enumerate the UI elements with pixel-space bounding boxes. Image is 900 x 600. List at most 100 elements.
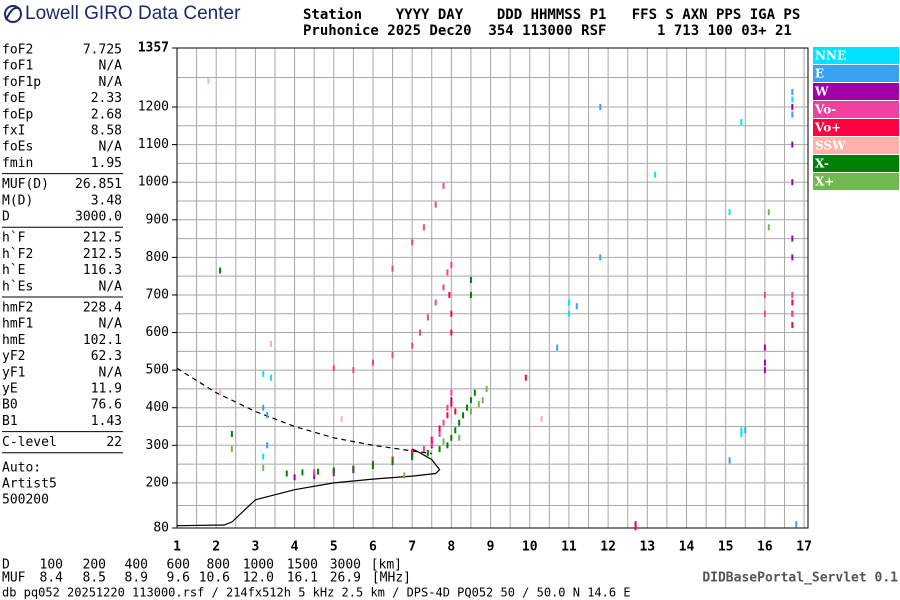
- legend-swatch: [813, 173, 899, 190]
- distance-value: 3000: [330, 558, 361, 573]
- param-name: C-level: [2, 435, 57, 450]
- x-tick-label: 15: [718, 540, 734, 555]
- echo-point: [340, 415, 343, 422]
- echo-point: [391, 459, 394, 466]
- x-tick-label: 12: [600, 540, 616, 555]
- x-tick-label: 2: [212, 540, 220, 555]
- echo-point: [454, 427, 457, 434]
- echo-point: [728, 457, 731, 464]
- param-value: 8.58: [91, 124, 122, 139]
- legend-label: E: [815, 67, 824, 81]
- echo-point: [728, 209, 731, 216]
- x-tick-label: 8: [447, 540, 455, 555]
- echo-point: [454, 408, 457, 415]
- echo-point: [301, 469, 304, 476]
- y-tick-label: 1100: [138, 137, 169, 152]
- x-tick-label: 13: [639, 540, 655, 555]
- echo-point: [403, 472, 406, 479]
- echo-point: [230, 431, 233, 438]
- echo-point: [477, 400, 480, 407]
- echo-point: [795, 521, 798, 528]
- echo-point: [469, 291, 472, 298]
- echo-point: [791, 111, 794, 118]
- legend-swatch: [813, 119, 899, 136]
- echo-point: [411, 239, 414, 246]
- param-value: 3.48: [91, 193, 122, 208]
- muf-value: 8.9: [125, 571, 148, 586]
- param-name: foEs: [2, 140, 33, 155]
- echo-point: [219, 389, 222, 396]
- echo-point: [442, 419, 445, 426]
- y-tick-label: 600: [146, 325, 169, 340]
- echo-point: [262, 453, 265, 460]
- echo-point: [426, 449, 429, 456]
- param-value: 1.95: [91, 156, 122, 171]
- echo-point: [791, 235, 794, 242]
- param-name: M(D): [2, 193, 33, 208]
- param-name: h`F: [2, 231, 26, 246]
- echo-point: [599, 254, 602, 261]
- x-tick-label: 11: [561, 540, 577, 555]
- param-value: 116.3: [83, 263, 122, 278]
- echo-point: [422, 224, 425, 231]
- echo-point: [391, 352, 394, 359]
- param-value: 212.5: [83, 247, 122, 262]
- echo-point: [469, 276, 472, 283]
- distance-value: 200: [83, 558, 106, 573]
- param-name: h`F2: [2, 247, 33, 262]
- echo-point: [434, 201, 437, 208]
- echo-point: [448, 291, 451, 298]
- y-tick-label: 1000: [138, 175, 169, 190]
- param-name: foF2: [2, 43, 33, 58]
- echo-point: [430, 440, 433, 447]
- param-value: N/A: [99, 365, 123, 380]
- muf-value: 8.4: [40, 571, 64, 586]
- param-name: D: [2, 210, 10, 225]
- x-tick-label: 5: [330, 540, 338, 555]
- echo-point: [332, 365, 335, 372]
- y-tick-label: 500: [146, 363, 169, 378]
- echo-point: [446, 442, 449, 449]
- echo-point: [524, 374, 527, 381]
- y-tick-label: 900: [146, 212, 169, 227]
- table-label: D: [2, 558, 10, 573]
- param-value: 22: [106, 435, 122, 450]
- echo-point: [411, 342, 414, 349]
- param-name: B1: [2, 414, 18, 429]
- echo-point: [430, 436, 433, 443]
- echo-point: [313, 473, 316, 480]
- echo-point: [763, 310, 766, 317]
- echo-point: [469, 408, 472, 415]
- echo-point: [391, 265, 394, 272]
- echo-point: [791, 299, 794, 306]
- param-name: fxI: [2, 124, 25, 139]
- echo-point: [262, 404, 265, 411]
- echo-point: [599, 104, 602, 111]
- echo-point: [791, 254, 794, 261]
- y-tick-label: 300: [146, 438, 169, 453]
- param-name: B0: [2, 398, 18, 413]
- echo-point: [462, 412, 465, 419]
- profile-line: [176, 448, 441, 527]
- auto-label: Auto:: [2, 460, 41, 475]
- legend-label: Vo+: [814, 121, 841, 135]
- echo-point: [438, 431, 441, 438]
- legend-swatch: [813, 83, 899, 100]
- distance-value: 400: [125, 558, 148, 573]
- echo-point: [266, 442, 269, 449]
- param-name: foEp: [2, 107, 33, 122]
- echo-point: [763, 359, 766, 366]
- x-tick-label: 16: [757, 540, 773, 555]
- param-value: 62.3: [91, 349, 122, 364]
- echo-point: [485, 385, 488, 392]
- muf-value: [MHz]: [372, 571, 411, 586]
- echo-point: [466, 404, 469, 411]
- echo-point: [371, 462, 374, 469]
- x-tick-label: 9: [487, 540, 495, 555]
- echo-point: [791, 88, 794, 95]
- echo-point: [450, 261, 453, 268]
- x-tick-label: 1: [173, 540, 181, 555]
- echo-point: [744, 427, 747, 434]
- x-tick-label: 7: [408, 540, 416, 555]
- echo-point: [763, 367, 766, 374]
